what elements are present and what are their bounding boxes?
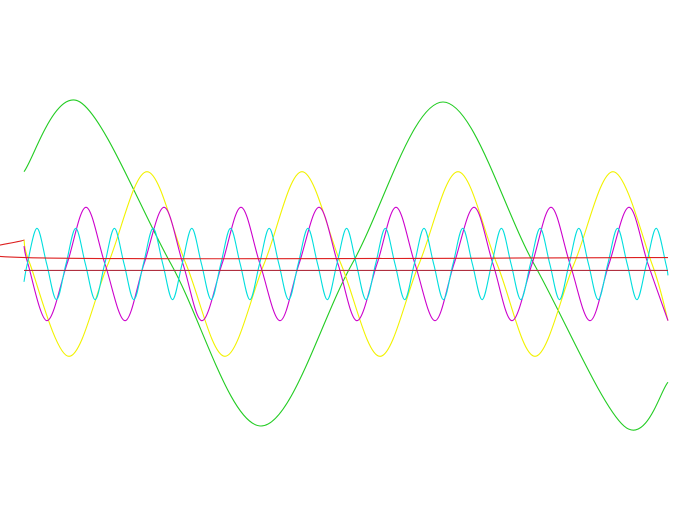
wave-line bbox=[23, 99, 669, 431]
wave-line bbox=[23, 206, 669, 322]
wave-line bbox=[0, 239, 669, 260]
wave-line bbox=[23, 171, 669, 357]
wave-line bbox=[23, 227, 669, 301]
